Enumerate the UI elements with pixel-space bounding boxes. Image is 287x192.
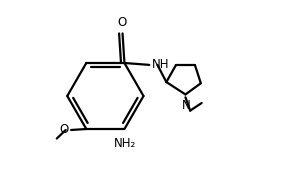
- Text: NH₂: NH₂: [114, 137, 137, 150]
- Text: NH: NH: [152, 58, 170, 71]
- Text: O: O: [117, 16, 126, 29]
- Text: O: O: [59, 123, 68, 137]
- Text: N: N: [181, 99, 190, 112]
